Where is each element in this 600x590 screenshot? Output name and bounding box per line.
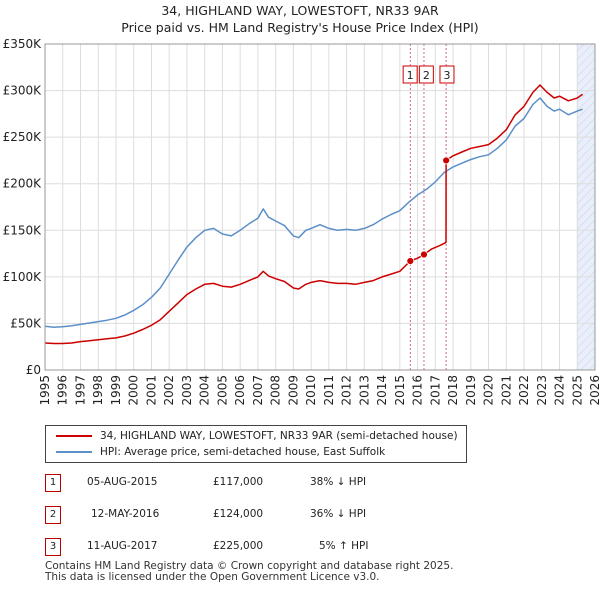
x-tick-label: 2015 (393, 375, 407, 406)
sale-price: £225,000 (213, 540, 264, 552)
y-tick-label: £250K (3, 130, 43, 144)
sale-label-number: 3 (443, 69, 450, 82)
x-tick-label: 2021 (499, 375, 513, 406)
sale-hpi-relation: 5% ↑ HPI (319, 540, 369, 552)
x-tick-label: 2024 (553, 375, 567, 406)
x-tick-label: 2003 (180, 375, 194, 406)
footer-attribution: Contains HM Land Registry data © Crown c… (45, 561, 453, 583)
sale-badge: 1 (45, 474, 61, 492)
x-tick-label: 2008 (269, 375, 283, 406)
x-tick-label: 2013 (357, 375, 371, 406)
x-tick-label: 2005 (215, 375, 229, 406)
y-tick-label: £300K (3, 84, 43, 98)
x-tick-label: 1996 (56, 375, 70, 406)
y-tick-label: £150K (3, 223, 43, 237)
x-tick-label: 2023 (535, 375, 549, 406)
legend-label-property: 34, HIGHLAND WAY, LOWESTOFT, NR33 9AR (s… (100, 430, 458, 442)
x-tick-label: 1998 (91, 375, 105, 406)
x-tick-label: 2016 (411, 375, 425, 406)
footer-line-2: This data is licensed under the Open Gov… (45, 571, 380, 583)
sale-row: 3 11-AUG-2017 £225,000 5% ↑ HPI (45, 538, 585, 558)
x-tick-label: 2002 (162, 375, 176, 406)
x-tick-label: 2025 (570, 375, 584, 406)
x-tick-label: 1997 (73, 375, 87, 406)
x-tick-label: 1999 (109, 375, 123, 406)
legend-label-hpi: HPI: Average price, semi-detached house,… (100, 446, 386, 458)
sale-price: £124,000 (213, 508, 264, 520)
y-tick-label: £200K (3, 177, 43, 191)
footer-line-1: Contains HM Land Registry data © Crown c… (45, 560, 454, 572)
sale-point (442, 156, 451, 165)
sale-label-number: 2 (423, 69, 430, 82)
sale-hpi-relation: 38% ↓ HPI (310, 476, 367, 488)
legend: 34, HIGHLAND WAY, LOWESTOFT, NR33 9AR (s… (45, 425, 467, 463)
x-tick-label: 2011 (322, 375, 336, 406)
x-tick-label: 2018 (446, 375, 460, 406)
x-tick-label: 2010 (304, 375, 318, 406)
sale-point (420, 250, 428, 259)
x-tick-label: 2009 (286, 375, 300, 406)
sale-label-box (402, 65, 418, 84)
sale-date: 05-AUG-2015 (87, 476, 158, 488)
x-tick-label: 2019 (464, 375, 478, 406)
x-tick-label: 2004 (198, 375, 212, 406)
x-tick-label: 2007 (251, 375, 265, 406)
legend-swatch-hpi (56, 451, 92, 453)
x-tick-label: 2020 (482, 375, 496, 406)
x-tick-label: 2006 (233, 375, 247, 406)
sale-label-number: 1 (407, 69, 414, 82)
chart-title: 34, HIGHLAND WAY, LOWESTOFT, NR33 9AR Pr… (0, 2, 600, 36)
x-tick-label: 2012 (340, 375, 354, 406)
x-tick-label: 2022 (517, 375, 531, 406)
y-tick-label: £350K (3, 37, 43, 51)
sale-row: 2 12-MAY-2016 £124,000 36% ↓ HPI (45, 506, 585, 526)
sale-date: 11-AUG-2017 (87, 540, 158, 552)
sale-row: 1 05-AUG-2015 £117,000 38% ↓ HPI (45, 474, 585, 494)
sale-date: 12-MAY-2016 (91, 508, 160, 520)
sale-hpi-relation: 36% ↓ HPI (310, 508, 367, 520)
y-tick-label: £0 (26, 363, 41, 377)
hpi-line (44, 97, 583, 328)
sale-badge: 3 (45, 538, 61, 556)
forecast-hatch (577, 44, 595, 370)
legend-swatch-property (56, 435, 92, 437)
x-tick-label: 2017 (428, 375, 442, 406)
x-tick-label: 2026 (588, 375, 600, 406)
x-tick-label: 2014 (375, 375, 389, 406)
x-tick-label: 2000 (127, 375, 141, 406)
x-tick-label: 1995 (38, 375, 52, 406)
y-tick-label: £50K (10, 316, 42, 330)
y-tick-label: £100K (3, 270, 43, 284)
sale-price: £117,000 (213, 476, 264, 488)
title-line-1: 34, HIGHLAND WAY, LOWESTOFT, NR33 9AR (161, 3, 439, 18)
plot-area (45, 44, 595, 370)
title-line-2: Price paid vs. HM Land Registry's House … (121, 20, 479, 35)
sale-label-box (439, 65, 455, 84)
x-tick-label: 2001 (144, 375, 158, 406)
property-line (44, 84, 584, 345)
sale-label-box (418, 65, 434, 84)
price-chart: £0 £50K £100K £150K £200K £250K £300K £350K 1995… (3, 37, 600, 406)
sale-point (406, 257, 415, 265)
plot-frame (44, 43, 596, 371)
sale-badge: 2 (45, 506, 61, 524)
